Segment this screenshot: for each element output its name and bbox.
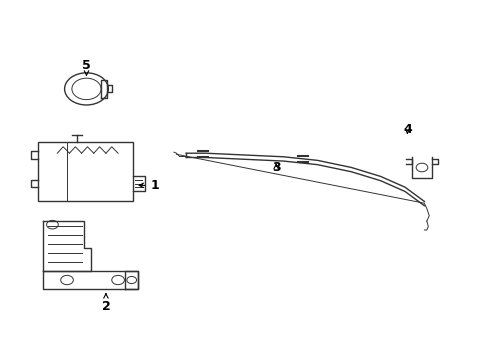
Text: 2: 2 bbox=[102, 294, 110, 313]
Text: 3: 3 bbox=[271, 161, 280, 174]
Text: 1: 1 bbox=[139, 179, 159, 192]
Text: 4: 4 bbox=[402, 123, 411, 136]
Text: 5: 5 bbox=[82, 59, 91, 75]
